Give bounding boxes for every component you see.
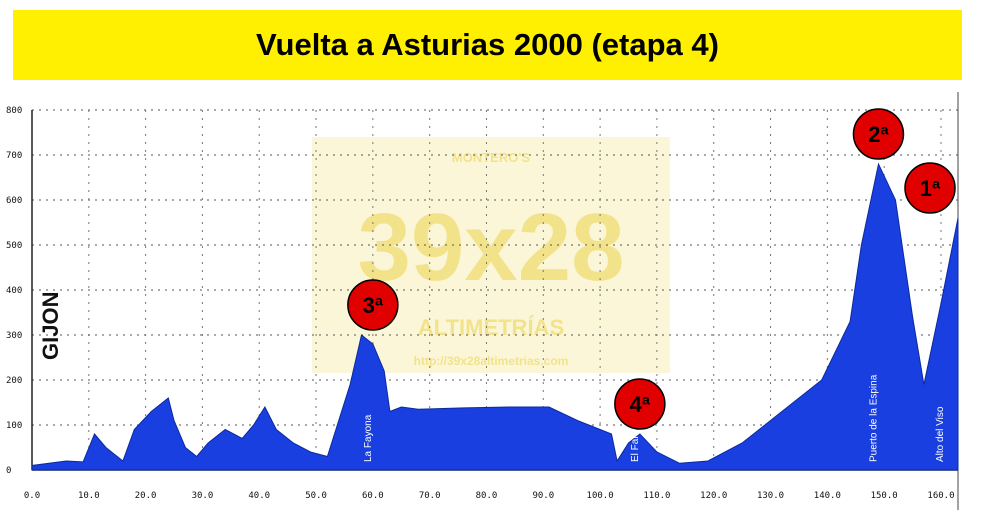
- climb-marker: 1ª: [904, 162, 956, 214]
- x-tick-label: 80.0: [476, 491, 498, 501]
- climb-name: El Faro: [630, 429, 641, 462]
- x-tick-label: 150.0: [871, 491, 898, 501]
- elevation-area: [31, 162, 959, 471]
- climb-name: Alto del Viso: [935, 406, 946, 462]
- y-tick-label: 200: [6, 376, 22, 386]
- category-label: 1ª: [920, 176, 941, 201]
- category-label: 4ª: [630, 392, 651, 417]
- x-tick-label: 60.0: [362, 491, 384, 501]
- y-tick-labels: 0 100 200 300 400 500 600 700 800: [6, 106, 22, 476]
- watermark-url: http://39x28altimetrias.com: [414, 354, 569, 368]
- y-tick-label: 0: [6, 466, 11, 476]
- category-badge: [614, 378, 666, 430]
- y-tick-label: 600: [6, 196, 22, 206]
- category-badge: [904, 162, 956, 214]
- x-tick-labels: 0.0 10.0 20.0 30.0 40.0 50.0 60.0 70.0 80.0 90.0 1…: [24, 491, 955, 501]
- climb-marker: 2ª: [852, 108, 905, 160]
- category-badge: [347, 279, 399, 331]
- y-tick-label: 300: [6, 331, 22, 341]
- climb-marker: 3ª: [347, 279, 399, 331]
- x-tick-label: 130.0: [757, 491, 784, 501]
- climb-name: Puerto de la Espina: [868, 374, 879, 462]
- climb-marker: 4ª: [614, 378, 666, 430]
- title-bar: Vuelta a Asturias 2000 (etapa 4): [13, 10, 962, 80]
- x-tick-label: 110.0: [643, 491, 670, 501]
- y-tick-label: 700: [6, 151, 22, 161]
- x-tick-label: 120.0: [700, 491, 727, 501]
- watermark: MONTERO'S 39x28 ALTIMETRÍAS http://39x28…: [312, 137, 670, 373]
- watermark-sub-text: ALTIMETRÍAS: [418, 315, 564, 340]
- y-tick-label: 100: [6, 421, 22, 431]
- x-tick-label: 20.0: [135, 491, 157, 501]
- y-tick-label: 400: [6, 286, 22, 296]
- climb-annotations: 3ª La Fayona 4ª El Faro 2ª Puerto de la Espin…: [347, 108, 956, 462]
- category-label: 2ª: [868, 122, 889, 147]
- category-badge: [852, 108, 905, 160]
- x-tick-label: 50.0: [305, 491, 327, 501]
- x-tick-label: 40.0: [248, 491, 270, 501]
- watermark-top-text: MONTERO'S: [452, 150, 531, 165]
- x-tick-label: 90.0: [532, 491, 554, 501]
- x-tick-label: 70.0: [419, 491, 441, 501]
- x-tick-label: 0.0: [24, 491, 40, 501]
- watermark-background: [312, 137, 670, 373]
- profile-layer: [31, 162, 959, 471]
- category-label: 3ª: [363, 293, 384, 318]
- x-tick-label: 100.0: [587, 491, 614, 501]
- x-tick-label: 140.0: [814, 491, 841, 501]
- x-tick-label: 30.0: [192, 491, 214, 501]
- chart-title: Vuelta a Asturias 2000 (etapa 4): [256, 27, 719, 62]
- start-town-label: GIJON: [38, 292, 63, 360]
- y-tick-label: 800: [6, 106, 22, 116]
- x-tick-label: 160.0: [927, 491, 954, 501]
- x-tick-label: 10.0: [78, 491, 100, 501]
- climb-name: La Fayona: [363, 414, 374, 462]
- y-tick-label: 500: [6, 241, 22, 251]
- watermark-main-text: 39x28: [358, 194, 625, 301]
